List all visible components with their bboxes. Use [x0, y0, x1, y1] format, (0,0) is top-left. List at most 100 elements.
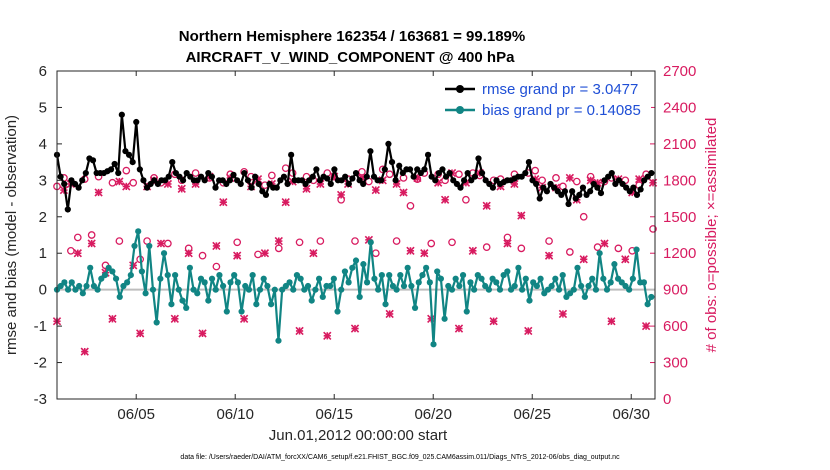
obs-assimilated-point	[122, 182, 131, 191]
obs-assimilated-point	[607, 317, 616, 326]
bias-point	[275, 337, 282, 344]
rmse-point	[57, 173, 64, 180]
bias-point	[175, 286, 182, 293]
rmse-point	[633, 191, 641, 199]
bias-point	[146, 242, 153, 250]
bias-point	[633, 246, 640, 253]
obs-possible-point	[274, 244, 283, 253]
y-tick-label: 2	[39, 209, 47, 226]
bias-point	[548, 282, 555, 290]
rmse-point	[241, 169, 248, 177]
bias-point	[411, 304, 419, 311]
rmse-point	[208, 173, 216, 180]
obs-possible-point	[517, 244, 526, 253]
rmse-point	[118, 111, 125, 118]
x-axis-label: Jun.01,2012 00:00:00 start	[269, 427, 448, 444]
bias-point	[334, 308, 341, 315]
bias-point	[172, 271, 179, 279]
bias-point	[194, 290, 201, 297]
x-tick-label: 06/05	[117, 406, 155, 423]
bias-point	[179, 297, 186, 304]
bias-point	[76, 282, 83, 290]
y-right-tick-label: 0	[663, 391, 671, 408]
bias-point	[644, 301, 651, 308]
bias-point	[327, 282, 334, 290]
bias-point	[493, 279, 500, 286]
bias-point	[260, 275, 267, 282]
bias-point	[338, 286, 345, 293]
rmse-point	[226, 177, 234, 184]
data-file-footer: data file: /Users/raeder/DAI/ATM_forcXX/…	[180, 454, 620, 461]
bias-point	[87, 264, 94, 271]
bias-point	[249, 271, 256, 279]
bias-point	[101, 271, 109, 279]
obs-assimilated-point	[309, 249, 318, 258]
obs-possible-point	[482, 243, 491, 251]
rmse-point	[352, 169, 360, 177]
obs-assimilated-point	[135, 329, 145, 338]
rmse-point	[385, 140, 392, 147]
rmse-point	[111, 160, 118, 168]
bias-point	[245, 286, 253, 293]
obs-assimilated-point	[399, 188, 408, 197]
bias-point	[315, 275, 323, 282]
bias-point	[183, 304, 190, 311]
bias-point	[408, 282, 415, 290]
y-right-tick-label: 2400	[663, 99, 696, 116]
bias-point	[611, 261, 618, 268]
bias-point	[515, 264, 522, 271]
rmse-point	[313, 166, 320, 173]
bias-point	[83, 282, 90, 290]
obs-possible-point	[122, 166, 131, 175]
rmse-point	[561, 188, 569, 195]
obs-possible-point	[406, 201, 415, 210]
obs-assimilated-point	[600, 239, 609, 248]
bias-point	[290, 286, 297, 293]
obs-assimilated-point	[108, 314, 117, 323]
bias-point	[423, 264, 430, 271]
bias-point	[61, 279, 68, 286]
rmse-point	[543, 188, 551, 195]
rmse-point	[536, 195, 543, 202]
rmse-point	[248, 184, 255, 191]
obs-assimilated-point	[565, 173, 575, 183]
obs-possible-point	[649, 225, 657, 233]
obs-possible-point	[267, 171, 276, 180]
bias-point	[419, 271, 426, 279]
obs-assimilated-point	[489, 317, 498, 326]
obs-possible-point	[455, 170, 463, 179]
obs-possible-point	[385, 170, 394, 179]
y-tick-label: -3	[34, 391, 47, 408]
bias-point	[286, 279, 293, 286]
bias-point	[186, 264, 193, 271]
rmse-point	[522, 169, 529, 177]
y-axis-right-label: # of obs: o=possible; ×=assimilated	[703, 118, 720, 353]
bias-point	[648, 293, 655, 301]
obs-possible-point	[462, 195, 470, 204]
rmse-point	[125, 151, 133, 158]
bias-point	[607, 279, 614, 286]
bias-point	[212, 286, 219, 293]
rmse-point	[360, 180, 367, 188]
obs-assimilated-point	[558, 309, 568, 319]
bias-point	[467, 279, 474, 286]
rmse-point	[212, 184, 219, 191]
bias-point	[581, 293, 588, 301]
obs-assimilated-point	[295, 326, 304, 336]
bias-point	[231, 271, 238, 279]
rmse-point	[79, 177, 86, 184]
y-tick-label: 1	[39, 245, 47, 262]
bias-point	[478, 275, 485, 282]
rmse-point	[396, 162, 403, 169]
obs-assimilated-point	[87, 239, 96, 248]
rmse-point	[136, 166, 143, 173]
obs-assimilated-point	[170, 314, 179, 323]
bias-point	[519, 286, 526, 293]
bias-point	[382, 301, 389, 308]
y-tick-label: 0	[39, 282, 47, 299]
bias-point	[367, 239, 374, 246]
rmse-point	[392, 177, 399, 184]
bias-point	[264, 282, 271, 290]
y-right-tick-label: 1200	[663, 245, 696, 262]
rmse-point	[133, 118, 140, 126]
